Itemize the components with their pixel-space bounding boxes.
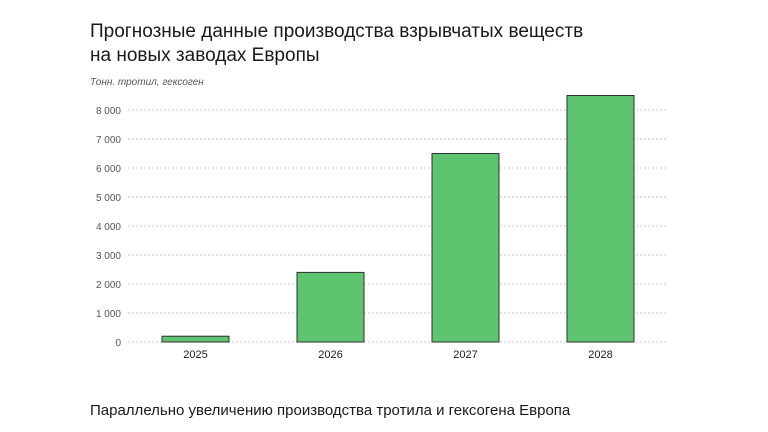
y-tick-label: 2 000 [96,280,121,291]
x-tick-label: 2026 [318,349,342,361]
bars [161,95,635,343]
y-tick-label: 6 000 [96,164,121,175]
chart-title: Прогнозные данные производства взрывчаты… [90,20,690,68]
x-tick-label: 2027 [453,349,477,361]
y-tick-labels: 0 1 000 2 000 3 000 4 000 5 000 6 000 7 000 8 00… [96,106,121,349]
y-tick-label: 7 000 [96,135,121,146]
chart-title-line-2: на новых заводах Европы [90,45,320,66]
y-tick-label: 1 000 [96,309,121,320]
y-tick-label: 4 000 [96,222,121,233]
x-tick-label: 2025 [183,349,207,361]
bar-2027 [431,153,500,343]
y-tick-label: 3 000 [96,251,121,262]
y-tick-label: 8 000 [96,106,121,117]
x-tick-labels: 2025 2026 2027 2028 [183,349,612,361]
y-tick-label: 0 [115,338,121,349]
bar-2026 [296,271,365,343]
footer-caption: Параллельно увеличению производства трот… [90,402,571,419]
y-tick-label: 5 000 [96,193,121,204]
x-tick-label: 2028 [588,349,612,361]
chart-title-line-1: Прогнозные данные производства взрывчаты… [90,21,584,42]
bar-2028 [566,95,635,343]
y-axis-unit-label: Тонн. тротил, гексоген [90,77,204,88]
bar-2025 [161,335,230,343]
